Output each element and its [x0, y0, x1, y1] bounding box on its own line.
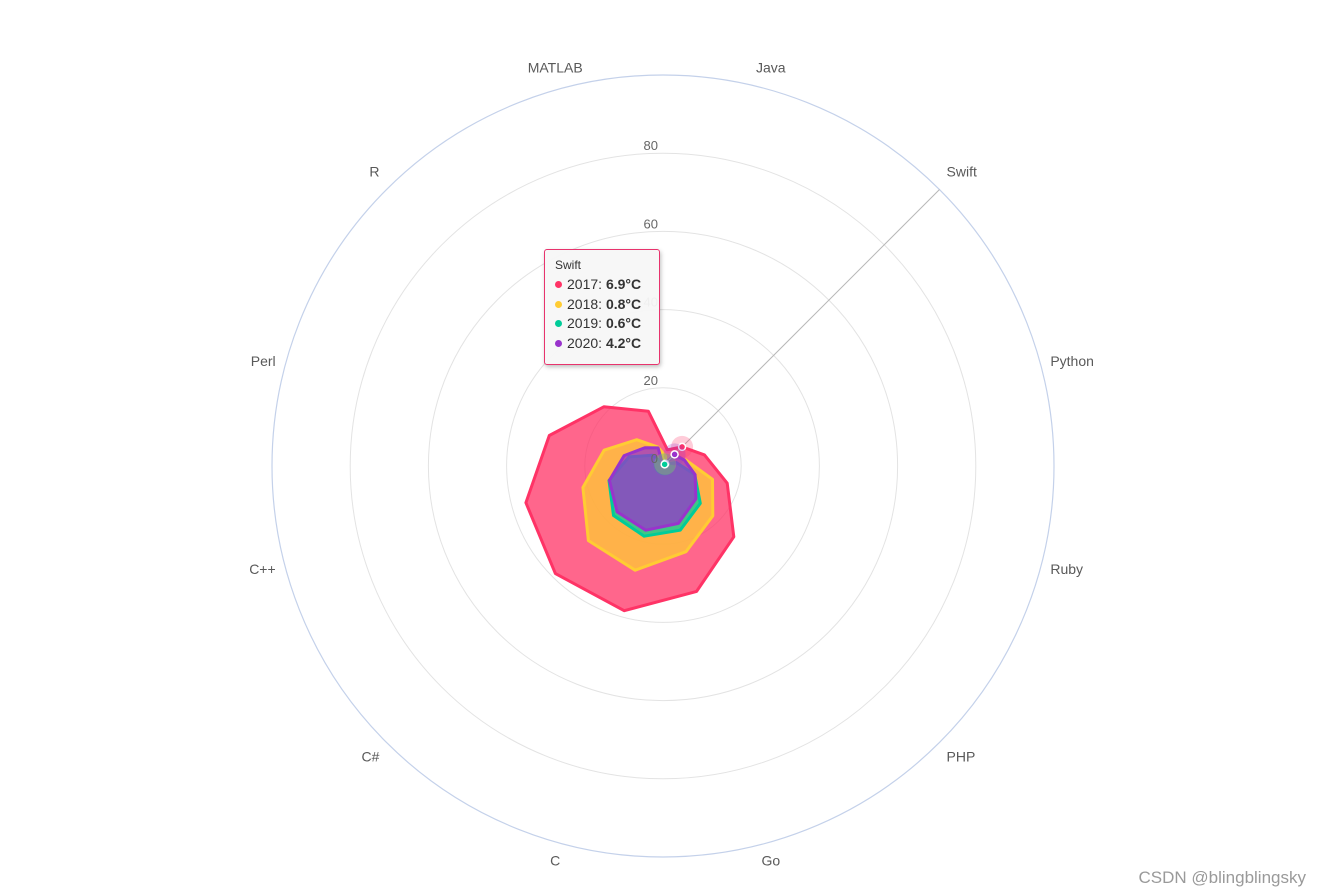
category-label-r: R — [369, 163, 379, 179]
crosshair-line — [662, 189, 940, 467]
category-label-c: C — [550, 852, 560, 868]
category-label-c-: C# — [362, 749, 380, 765]
tooltip-value-2017: 6.9°C — [605, 276, 642, 292]
tooltip-row-2019: 2019: 0.6°C — [555, 314, 649, 334]
category-label-swift: Swift — [947, 163, 977, 179]
tooltip-value-2020: 4.2°C — [605, 334, 642, 351]
tooltip-label-2017: 2017: — [567, 276, 606, 292]
marker-2020 — [670, 450, 679, 459]
category-labels: Java Swift Python Ruby PHP Go C C# C++ Perl R MATLA… — [249, 60, 1094, 869]
tick-label-0: 0 — [651, 451, 658, 466]
tooltip-row-2018: 2018: 0.8°C — [555, 295, 649, 315]
grid-circle-80 — [349, 152, 977, 780]
category-label-ruby: Ruby — [1050, 561, 1083, 577]
tick-label-80: 80 — [644, 138, 658, 153]
tooltip-value-2019: 0.6°C — [605, 315, 642, 331]
tooltip-dot-2020 — [555, 339, 562, 347]
tick-label-60: 60 — [644, 216, 658, 231]
category-label-php: PHP — [947, 749, 976, 765]
series-area-2020 — [607, 446, 698, 532]
tooltip: Swift 2017: 6.9°C 2018: 0.8°C 2019: 0.6°… — [544, 249, 660, 365]
tooltip-title: Swift — [555, 258, 582, 272]
tooltip-label-2019: 2019: — [567, 315, 606, 331]
tick-label-20: 20 — [644, 373, 658, 388]
tooltip-dot-2017 — [555, 281, 562, 288]
category-label-go: Go — [761, 852, 780, 868]
tooltip-label-2018: 2018: — [567, 295, 606, 312]
marker-2017 — [677, 442, 687, 452]
tooltip-row-2017: 2017: 6.9°C — [555, 275, 649, 295]
category-label-java: Java — [756, 60, 786, 76]
tooltip-value-2018: 0.8°C — [605, 295, 642, 312]
category-label-c-: C++ — [249, 561, 275, 577]
category-label-matlab: MATLAB — [528, 60, 583, 76]
hover-markers — [653, 435, 694, 476]
series-group — [524, 189, 940, 613]
grid-circle-40 — [506, 309, 820, 623]
tooltip-dot-2019 — [555, 320, 562, 327]
category-label-perl: Perl — [251, 353, 276, 369]
grid-group — [271, 74, 1055, 858]
watermark: CSDN @blingblingsky — [1138, 868, 1307, 887]
tooltip-dot-2018 — [555, 300, 562, 308]
tooltip-label-2020: 2020: — [567, 334, 606, 351]
marker-2019 — [660, 460, 669, 469]
category-label-python: Python — [1050, 353, 1094, 369]
tooltip-row-2020: 2020: 4.2°C — [555, 334, 649, 354]
grid-circle-60 — [427, 230, 899, 702]
outer-axis-circle — [271, 74, 1055, 858]
